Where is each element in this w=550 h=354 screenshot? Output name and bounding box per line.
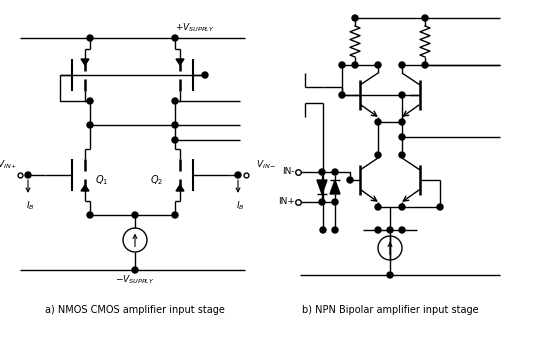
Circle shape bbox=[375, 119, 381, 125]
Circle shape bbox=[172, 137, 178, 143]
Circle shape bbox=[422, 15, 428, 21]
Text: b) NPN Bipolar amplifier input stage: b) NPN Bipolar amplifier input stage bbox=[302, 305, 478, 315]
Text: a) NMOS CMOS amplifier input stage: a) NMOS CMOS amplifier input stage bbox=[45, 305, 225, 315]
Circle shape bbox=[339, 92, 345, 98]
Polygon shape bbox=[81, 185, 89, 191]
Circle shape bbox=[399, 204, 405, 210]
Text: $I_B$: $I_B$ bbox=[26, 200, 35, 212]
Circle shape bbox=[87, 98, 93, 104]
Circle shape bbox=[375, 204, 381, 210]
Circle shape bbox=[339, 62, 345, 68]
Circle shape bbox=[375, 62, 381, 68]
Circle shape bbox=[319, 169, 325, 175]
Text: $V_{IN+}$: $V_{IN+}$ bbox=[0, 159, 18, 171]
Circle shape bbox=[332, 199, 338, 205]
Circle shape bbox=[87, 122, 93, 128]
Text: $-V_{SUPPLY}$: $-V_{SUPPLY}$ bbox=[115, 273, 155, 285]
Circle shape bbox=[399, 92, 405, 98]
Polygon shape bbox=[330, 180, 340, 194]
Text: $+V_{SUPPLY}$: $+V_{SUPPLY}$ bbox=[175, 22, 214, 34]
Circle shape bbox=[87, 35, 93, 41]
Circle shape bbox=[375, 227, 381, 233]
Text: $I_B$: $I_B$ bbox=[236, 200, 245, 212]
Circle shape bbox=[422, 62, 428, 68]
Circle shape bbox=[387, 272, 393, 278]
Circle shape bbox=[319, 199, 325, 205]
Circle shape bbox=[332, 169, 338, 175]
Text: $Q_2$: $Q_2$ bbox=[150, 173, 163, 187]
Circle shape bbox=[399, 227, 405, 233]
Circle shape bbox=[399, 134, 405, 140]
Circle shape bbox=[132, 212, 138, 218]
Circle shape bbox=[332, 227, 338, 233]
Text: $V_{IN-}$: $V_{IN-}$ bbox=[256, 159, 277, 171]
Circle shape bbox=[172, 35, 178, 41]
Circle shape bbox=[202, 72, 208, 78]
Polygon shape bbox=[176, 59, 184, 65]
Circle shape bbox=[235, 172, 241, 178]
Text: $Q_1$: $Q_1$ bbox=[95, 173, 108, 187]
Polygon shape bbox=[81, 59, 89, 65]
Circle shape bbox=[437, 204, 443, 210]
Circle shape bbox=[87, 212, 93, 218]
Circle shape bbox=[375, 152, 381, 158]
Circle shape bbox=[320, 227, 326, 233]
Circle shape bbox=[347, 177, 353, 183]
Circle shape bbox=[25, 172, 31, 178]
Circle shape bbox=[172, 98, 178, 104]
Circle shape bbox=[352, 62, 358, 68]
Text: IN-: IN- bbox=[282, 167, 295, 177]
Circle shape bbox=[399, 119, 405, 125]
Circle shape bbox=[172, 122, 178, 128]
Polygon shape bbox=[176, 185, 184, 191]
Text: IN+: IN+ bbox=[278, 198, 295, 206]
Circle shape bbox=[172, 212, 178, 218]
Circle shape bbox=[132, 267, 138, 273]
Circle shape bbox=[387, 227, 393, 233]
Circle shape bbox=[399, 152, 405, 158]
Circle shape bbox=[352, 15, 358, 21]
Polygon shape bbox=[317, 180, 327, 194]
Circle shape bbox=[399, 62, 405, 68]
